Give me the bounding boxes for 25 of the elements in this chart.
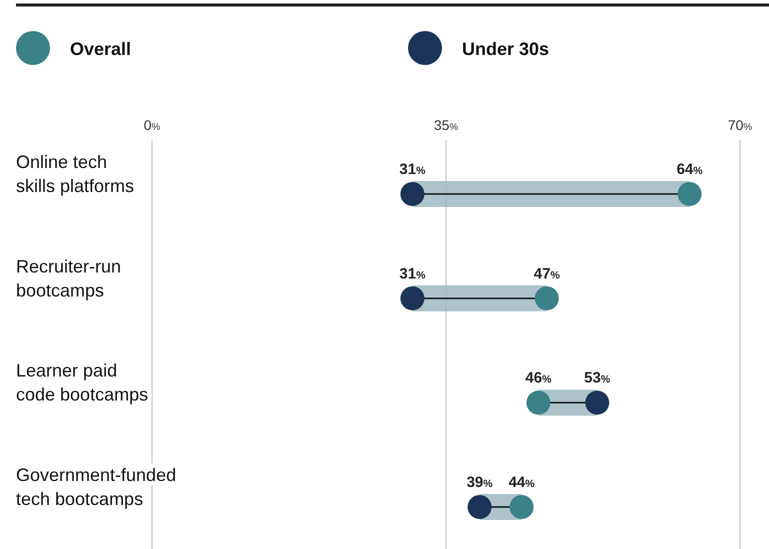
y-tick-label: Recruiter-run bootcamps (16, 256, 122, 300)
legend-label: Under 30s (462, 39, 550, 59)
data-label: 64% (676, 161, 704, 178)
point (526, 390, 550, 415)
data-label: 31% (399, 161, 426, 178)
point (468, 495, 492, 519)
y-tick-label: Online tech skills platforms (16, 152, 134, 196)
x-tick-label: 35% (434, 117, 458, 133)
point (534, 286, 559, 310)
data-label: 47% (534, 265, 560, 282)
point (400, 286, 424, 310)
point (585, 390, 610, 415)
point (400, 182, 424, 206)
data-label: 39% (466, 474, 494, 491)
data-label: 46% (525, 370, 552, 387)
point (678, 182, 702, 206)
legend-label: Overall (70, 39, 132, 59)
y-tick-label: Government-funded tech bootcamps (16, 465, 176, 509)
x-tick-label: 70% (728, 117, 752, 133)
y-tick-label: Learner paid code bootcamps (16, 360, 148, 405)
data-label: 44% (508, 474, 536, 491)
data-label: 31% (399, 265, 426, 282)
point (510, 495, 534, 519)
data-label: 53% (584, 370, 611, 387)
x-tick-label: 0% (144, 117, 161, 133)
